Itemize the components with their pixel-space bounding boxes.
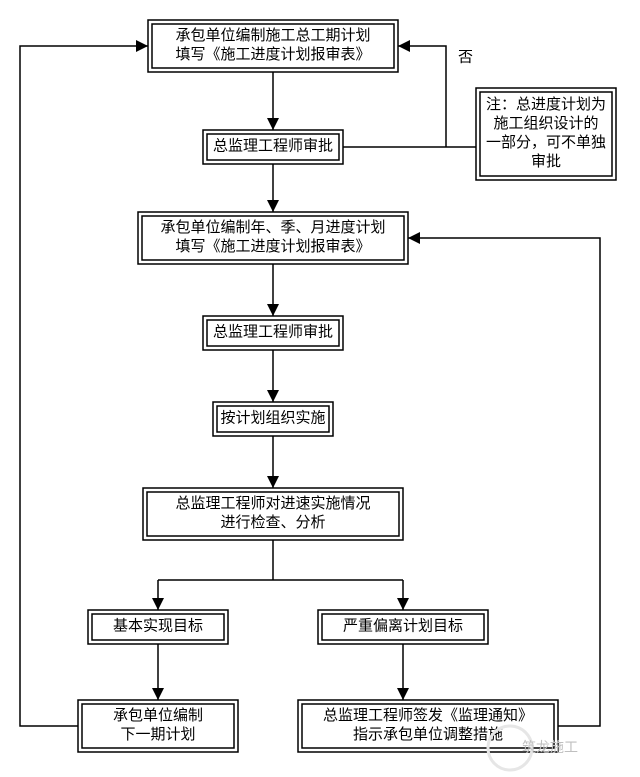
node-n4-line0: 总监理工程师审批 xyxy=(213,323,333,340)
node-note-line2: 一部分，可不单独 xyxy=(486,134,606,151)
node-n9: 承包单位编制下一期计划 xyxy=(78,700,238,752)
node-note-line0: 注：总进度计划为 xyxy=(486,96,606,113)
node-n1-line1: 填写《施工进度计划报审表》 xyxy=(175,46,370,63)
edge-label-e2b: 否 xyxy=(458,49,473,65)
node-n6-line1: 进行检查、分析 xyxy=(220,514,325,531)
node-n8: 严重偏离计划目标 xyxy=(318,610,488,644)
flowchart-canvas: 否承包单位编制施工总工期计划填写《施工进度计划报审表》总监理工程师审批注：总进度… xyxy=(0,0,640,777)
edge-e11 xyxy=(408,238,600,726)
node-n5: 按计划组织实施 xyxy=(213,402,333,436)
node-n3-line1: 填写《施工进度计划报审表》 xyxy=(175,238,370,255)
node-n1: 承包单位编制施工总工期计划填写《施工进度计划报审表》 xyxy=(148,20,398,72)
node-n7: 基本实现目标 xyxy=(88,610,228,644)
node-n1-line0: 承包单位编制施工总工期计划 xyxy=(175,27,370,44)
node-n6: 总监理工程师对进速实施情况进行检查、分析 xyxy=(143,488,403,540)
node-n5-line0: 按计划组织实施 xyxy=(220,409,325,426)
node-n9-line1: 下一期计划 xyxy=(120,726,195,743)
node-n10-line0: 总监理工程师签发《监理通知》 xyxy=(323,707,533,724)
node-n2: 总监理工程师审批 xyxy=(203,130,343,164)
node-n9-line0: 承包单位编制 xyxy=(113,707,203,724)
node-note-line3: 审批 xyxy=(531,153,561,170)
node-n10-line1: 指示承包单位调整措施 xyxy=(353,726,503,743)
node-n10: 总监理工程师签发《监理通知》指示承包单位调整措施 xyxy=(298,700,558,752)
node-n8-line0: 严重偏离计划目标 xyxy=(343,617,463,634)
node-note: 注：总进度计划为施工组织设计的一部分，可不单独审批 xyxy=(476,88,616,180)
node-note-line1: 施工组织设计的 xyxy=(493,115,598,132)
node-n7-line0: 基本实现目标 xyxy=(113,617,203,634)
node-n2-line0: 总监理工程师审批 xyxy=(213,137,333,154)
node-n3: 承包单位编制年、季、月进度计划填写《施工进度计划报审表》 xyxy=(138,212,408,264)
watermark-text: 筑龙施工 xyxy=(522,739,578,755)
edge-e2b xyxy=(398,46,446,147)
node-n6-line0: 总监理工程师对进速实施情况 xyxy=(175,495,370,512)
node-n4: 总监理工程师审批 xyxy=(203,316,343,350)
node-n3-line0: 承包单位编制年、季、月进度计划 xyxy=(160,219,385,236)
